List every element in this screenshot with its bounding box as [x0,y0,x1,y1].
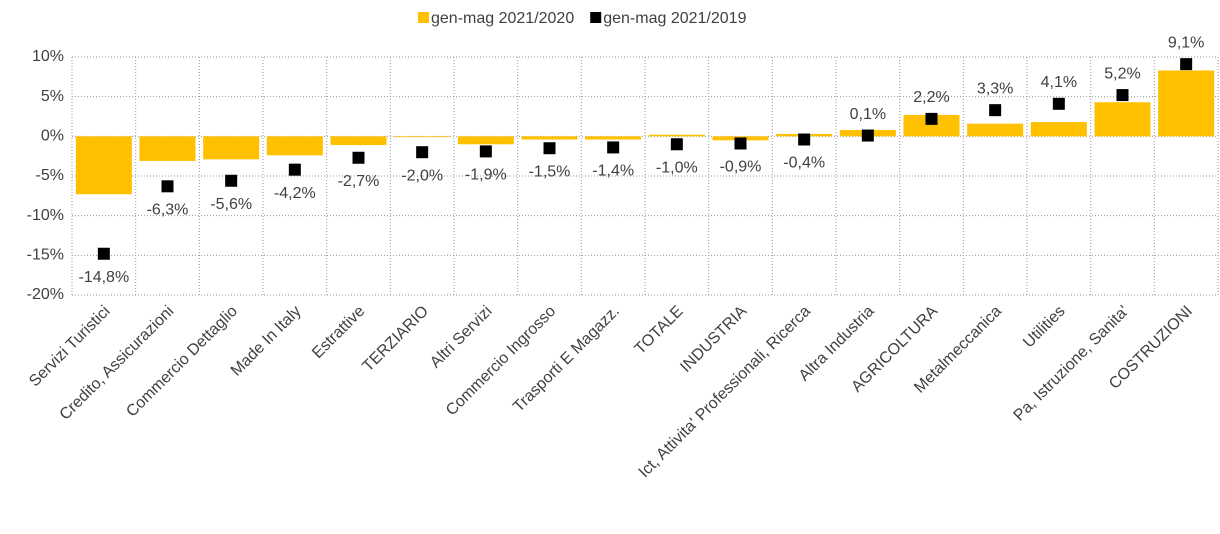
x-tick-label: Utilities [1020,303,1068,351]
point [225,174,238,187]
point [989,104,1002,117]
legend-swatch [590,12,602,23]
bar [457,136,514,145]
legend-label: gen-mag 2021/2019 [603,10,746,27]
data-label: -1,9% [465,167,507,184]
bar [394,136,451,138]
bar [75,136,132,195]
bar [139,136,196,161]
point [734,137,747,150]
data-label: 4,1% [1041,74,1077,91]
y-tick-label: -15% [27,247,64,264]
x-tick-label: TERZIARIO [360,303,432,375]
data-label: -14,8% [78,269,129,286]
point [1052,97,1065,110]
data-label: -0,9% [720,159,762,176]
legend-label: gen-mag 2021/2020 [431,10,574,27]
bar [330,136,387,146]
point [1116,89,1129,102]
bar [903,114,960,137]
y-tick-label: 10% [32,48,64,65]
x-tick-label: Estrattive [309,303,368,362]
data-label: 0,1% [850,106,886,123]
point [97,247,110,260]
data-label: -5,6% [210,196,252,213]
legend-swatch [418,12,429,23]
data-label: -1,0% [656,159,698,176]
bar [521,136,578,140]
x-tick-label: Credito, Assicurazioni [57,303,178,424]
bar [1158,70,1215,137]
y-tick-label: -5% [36,167,64,184]
data-label: -4,2% [274,185,316,202]
data-label: 2,2% [913,89,949,106]
y-tick-label: 0% [41,128,64,145]
bar [1094,102,1151,137]
data-label: -2,7% [338,173,380,190]
bar [1030,122,1087,137]
x-tick-label: Commercio Dettaglio [123,303,241,421]
bar [648,134,705,137]
x-tick-label: Commercio Ingrosso [443,303,559,419]
y-tick-label: -20% [27,286,64,303]
point [861,129,874,142]
point [1180,58,1193,71]
x-tick-label: TOTALE [632,303,687,358]
bar [967,123,1024,137]
data-label: -1,5% [529,163,571,180]
y-tick-label: 5% [41,88,64,105]
point [416,146,429,159]
data-label: 5,2% [1104,65,1140,82]
bar [266,136,323,156]
x-tick-label: Pa, Istruzione, Sanita' [1011,303,1133,425]
data-label: -2,0% [401,167,443,184]
point [161,180,174,193]
data-label: 3,3% [977,80,1013,97]
point [670,138,683,151]
x-tick-label: Altri Servizi [427,303,496,372]
point [798,133,811,146]
point [607,141,620,154]
bar [203,136,260,160]
point [352,151,365,164]
point [925,112,938,125]
data-label: -0,4% [783,155,825,172]
data-label: -1,4% [592,163,634,180]
point [288,163,301,176]
point [479,145,492,158]
y-tick-label: -10% [27,207,64,224]
point [543,142,556,155]
data-label: 9,1% [1168,34,1204,51]
bar [585,136,642,140]
data-label: -6,3% [147,202,189,219]
x-tick-label: Trasporti E Magazz. [510,303,623,416]
